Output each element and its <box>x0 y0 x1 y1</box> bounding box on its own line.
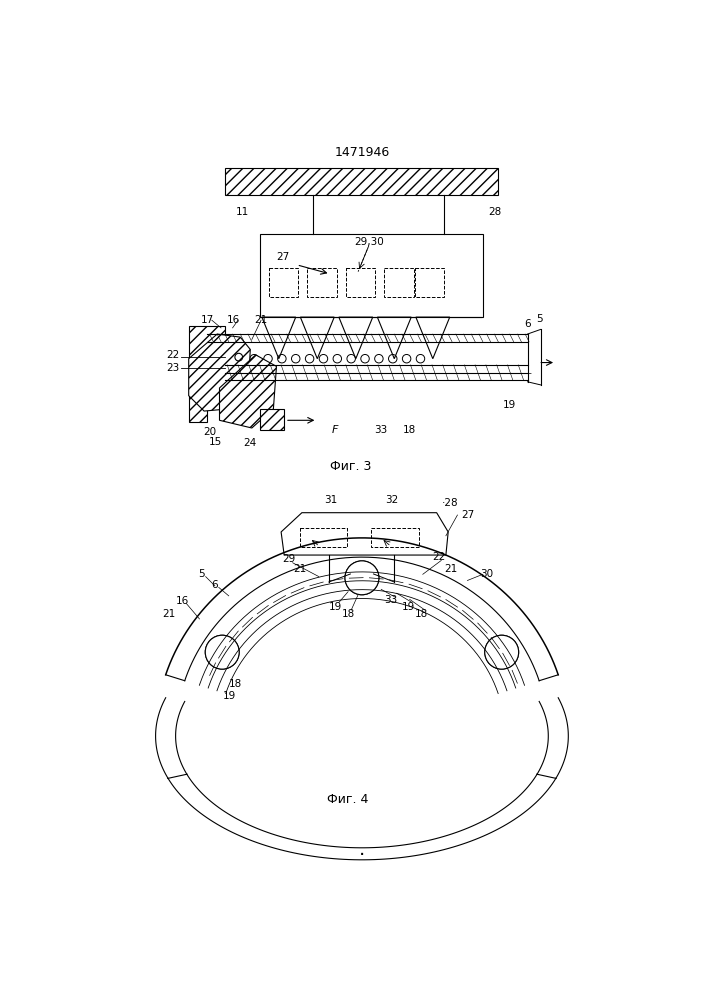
Text: 21: 21 <box>255 315 268 325</box>
Polygon shape <box>281 513 448 555</box>
Text: 6: 6 <box>211 580 218 590</box>
Bar <box>259 409 284 430</box>
Text: 31: 31 <box>324 495 337 505</box>
Text: 15: 15 <box>209 437 222 447</box>
Text: 19: 19 <box>328 602 341 612</box>
Bar <box>346 268 375 297</box>
Text: 29,30: 29,30 <box>354 237 384 247</box>
Text: 17: 17 <box>201 315 214 325</box>
Text: 6: 6 <box>524 319 531 329</box>
Text: 18: 18 <box>403 425 416 435</box>
Circle shape <box>345 561 379 595</box>
Polygon shape <box>189 334 250 411</box>
Text: 16: 16 <box>176 596 189 606</box>
Text: 21: 21 <box>444 564 457 574</box>
Bar <box>385 268 414 297</box>
Text: 24: 24 <box>244 438 257 448</box>
Text: 19: 19 <box>503 400 516 410</box>
Text: 18: 18 <box>341 609 355 619</box>
Text: 5: 5 <box>536 314 542 324</box>
Text: 33: 33 <box>375 425 388 435</box>
Text: 30: 30 <box>480 569 493 579</box>
Polygon shape <box>262 317 296 359</box>
Text: 18: 18 <box>414 609 428 619</box>
Text: 22: 22 <box>432 552 445 562</box>
Text: 27: 27 <box>276 252 289 262</box>
Text: 1471946: 1471946 <box>334 146 390 159</box>
Polygon shape <box>378 317 411 359</box>
Text: 21: 21 <box>293 564 306 574</box>
Bar <box>300 528 347 547</box>
Polygon shape <box>219 355 276 428</box>
Text: 28: 28 <box>488 207 501 217</box>
Text: Фиг. 4: Фиг. 4 <box>327 793 369 806</box>
Text: 22: 22 <box>167 350 180 360</box>
Circle shape <box>485 635 519 669</box>
Polygon shape <box>416 317 450 359</box>
Text: 32: 32 <box>385 495 399 505</box>
Bar <box>269 268 298 297</box>
Polygon shape <box>300 317 334 359</box>
Text: Фиг. 3: Фиг. 3 <box>329 460 371 473</box>
Text: F: F <box>332 425 338 435</box>
Text: 19: 19 <box>402 602 415 612</box>
Bar <box>308 268 337 297</box>
Text: 18: 18 <box>229 679 243 689</box>
Circle shape <box>205 635 239 669</box>
Text: 33: 33 <box>385 595 398 605</box>
Bar <box>371 528 419 547</box>
Text: 16: 16 <box>227 315 240 325</box>
Bar <box>225 168 498 195</box>
Text: 29: 29 <box>282 554 296 564</box>
Polygon shape <box>339 317 373 359</box>
Text: 21: 21 <box>162 609 175 619</box>
Text: ·28: ·28 <box>441 498 458 508</box>
Bar <box>225 168 498 195</box>
Bar <box>415 268 444 297</box>
Text: 20: 20 <box>203 427 216 437</box>
Bar <box>259 234 483 317</box>
Text: 19: 19 <box>223 691 236 701</box>
Text: 27: 27 <box>461 510 474 520</box>
Text: .: . <box>359 840 365 859</box>
Text: 5: 5 <box>199 569 205 579</box>
Polygon shape <box>189 326 225 422</box>
Text: 11: 11 <box>236 207 250 217</box>
Text: 23: 23 <box>167 363 180 373</box>
